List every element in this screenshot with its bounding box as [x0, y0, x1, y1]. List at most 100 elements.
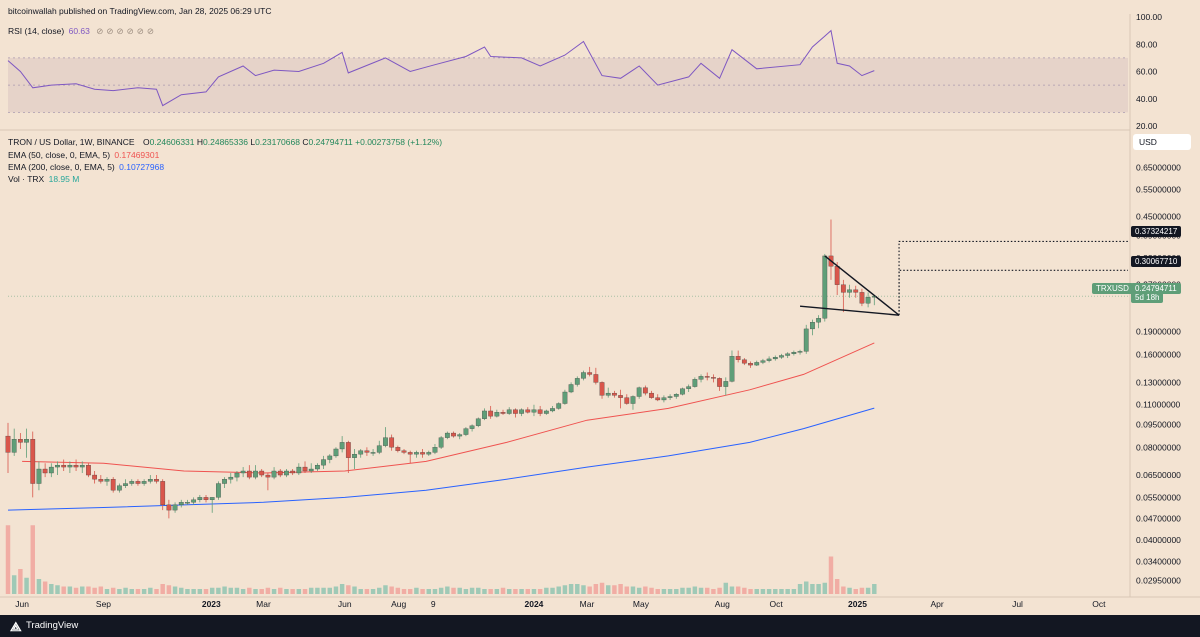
candle-body — [525, 409, 531, 413]
candle-body — [741, 359, 747, 364]
rsi-tick-label: 40.00 — [1136, 94, 1158, 104]
volume-bar — [575, 584, 580, 594]
rsi-tick-label: 60.00 — [1136, 67, 1158, 77]
candle-body — [110, 479, 116, 491]
candle-body — [426, 452, 432, 455]
candle-body — [253, 470, 258, 478]
candle-body — [859, 292, 865, 304]
candle-body — [667, 396, 673, 398]
volume-bar — [766, 589, 772, 594]
candle-body — [48, 466, 54, 474]
target-low-label: 0.30067710 — [1131, 256, 1182, 267]
high-value: 0.24865336 — [203, 137, 248, 147]
rsi-axis[interactable]: 100.00 80.00 60.00 40.00 20.00 — [1136, 12, 1162, 131]
volume-bar — [525, 589, 531, 594]
currency-selector[interactable]: USD — [1133, 134, 1191, 150]
main-price-pane — [5, 219, 1128, 594]
candle-body — [290, 470, 296, 474]
volume-bar — [240, 589, 246, 594]
candle-body — [853, 289, 859, 293]
candle-body — [11, 439, 17, 453]
price-tick-label: 0.04000000 — [1136, 535, 1181, 545]
volume-bar — [463, 589, 469, 594]
publisher-note: bitcoinwallah published on TradingView.c… — [8, 6, 272, 16]
candle-body — [265, 474, 271, 478]
rsi-settings-icon[interactable]: ⊘⊘⊘⊘⊘⊘ — [96, 26, 157, 36]
candle-body — [438, 437, 444, 448]
volume-bar — [352, 586, 357, 594]
price-tick-label: 0.65000000 — [1136, 162, 1181, 172]
volume-bar — [544, 587, 549, 594]
price-tick-label: 0.04700000 — [1136, 513, 1181, 523]
candle-body — [414, 452, 419, 455]
time-tick-label: Sep — [96, 599, 111, 609]
candle-body — [339, 442, 345, 450]
volume-bar — [581, 585, 586, 594]
candle-body — [240, 470, 246, 474]
candle-body — [259, 470, 265, 476]
brand-name[interactable]: TradingView — [26, 620, 79, 631]
candle-body — [345, 442, 351, 458]
time-tick-label: May — [633, 599, 650, 609]
volume-bar — [42, 581, 48, 594]
chart-canvas[interactable]: 0.650000000.550000000.450000000.39000000… — [0, 0, 1200, 615]
candle-body — [847, 289, 852, 293]
rsi-legend: RSI (14, close) 60.63 ⊘⊘⊘⊘⊘⊘ — [8, 26, 157, 37]
candle-body — [407, 452, 413, 455]
candle-body — [296, 466, 302, 474]
volume-bar — [760, 589, 766, 594]
volume-bar — [80, 586, 85, 594]
volume-bar — [426, 589, 432, 594]
volume-bar — [667, 589, 673, 594]
ema50-line — [22, 342, 875, 474]
candle-body — [791, 352, 797, 354]
price-tick-label: 0.11000000 — [1136, 400, 1181, 410]
candle-body — [680, 388, 685, 395]
volume-bar — [735, 586, 741, 594]
candle-body — [698, 376, 704, 380]
candle-body — [191, 499, 197, 503]
candle-body — [432, 447, 438, 453]
candle-body — [24, 439, 29, 443]
time-axis[interactable]: Jun Sep 2023 Mar Jun Aug 9 2024 Mar May Aug Oct 2025… — [15, 599, 1106, 609]
volume-bar — [110, 587, 116, 594]
volume-bar — [315, 587, 320, 594]
candle-body — [129, 481, 135, 484]
volume-bar — [587, 586, 592, 594]
candle-body — [618, 395, 623, 398]
volume-bar — [11, 575, 17, 594]
candle-body — [277, 470, 283, 476]
open-key: O — [142, 137, 150, 147]
volume-bar — [414, 587, 419, 594]
candle-body — [810, 322, 815, 330]
candle-body — [5, 435, 11, 453]
candle-body — [389, 437, 395, 448]
volume-bar — [247, 587, 252, 594]
volume-bar — [655, 589, 660, 594]
tradingview-logo-icon[interactable]: ⟁ — [10, 619, 22, 634]
volume-bar — [401, 589, 407, 594]
volume-bar — [624, 586, 630, 594]
candle-body — [779, 355, 784, 358]
volume-bar — [290, 589, 295, 594]
volume-bar — [160, 584, 165, 594]
rsi-line — [7, 29, 875, 107]
price-tick-label: 0.55000000 — [1136, 185, 1181, 195]
candle-body — [754, 362, 760, 366]
candle-body — [605, 392, 611, 396]
volume-bar — [556, 586, 561, 594]
volume-bar — [36, 579, 42, 594]
candle-body — [630, 396, 636, 404]
time-tick-label: 9 — [431, 599, 436, 609]
volume-bar — [383, 585, 388, 594]
volume-bar — [500, 587, 506, 594]
candle-body — [141, 481, 147, 484]
volume-label: Vol · TRX — [8, 174, 45, 184]
volume-bar — [18, 569, 23, 594]
time-tick-label: Mar — [580, 599, 595, 609]
volume-bar — [271, 589, 277, 594]
candle-body — [30, 439, 36, 484]
volume-bar — [513, 589, 518, 594]
time-tick-label: Aug — [391, 599, 406, 609]
volume-bar — [197, 589, 203, 594]
